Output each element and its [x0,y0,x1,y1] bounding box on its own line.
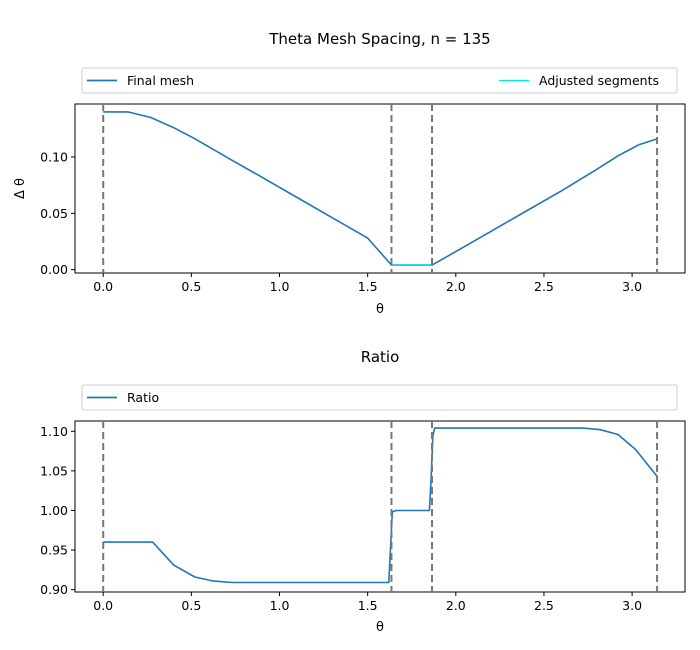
subplot-1: Theta Mesh Spacing, n = 135 Final mesh Adj… [13,30,686,317]
x-tick-label: 3.0 [622,598,642,613]
x-tick-label: 0.5 [181,279,201,294]
plot-area [103,111,658,266]
chart-title: Theta Mesh Spacing, n = 135 [268,30,490,48]
x-tick-label: 1.5 [358,598,378,613]
legend: Final mesh Adjusted segments [81,67,678,94]
x-axis-label: θ [376,302,384,317]
legend-frame [81,384,678,411]
legend-label-1: Final mesh [127,73,194,88]
series-line-1 [103,111,658,266]
x-tick-label: 1.0 [270,598,290,613]
legend-frame [81,67,678,94]
x-tick-label: 1.0 [270,279,290,294]
y-tick-label: 0.95 [40,543,68,558]
series-line-1 [103,427,658,584]
legend: Ratio [81,384,678,411]
axes-frame [74,420,686,593]
y-tick-label: 1.05 [40,463,68,478]
y-axis-label: Δ θ [13,178,28,199]
axes-frame [74,103,686,274]
chart-title: Ratio [361,348,400,366]
y-tick-label: 0.90 [40,582,68,597]
x-tick-label: 2.5 [534,598,554,613]
y-tick-label: 0.10 [40,149,68,164]
x-tick-label: 1.5 [358,279,378,294]
y-tick-label: 0.05 [40,206,68,221]
y-tick-label: 1.10 [40,424,68,439]
x-tick-label: 0.5 [181,598,201,613]
legend-label-2: Adjusted segments [539,73,659,88]
x-tick-label: 0.0 [93,279,113,294]
x-tick-label: 2.0 [446,279,466,294]
x-tick-label: 0.0 [93,598,113,613]
legend-label-1: Ratio [127,390,159,405]
y-tick-label: 1.00 [40,503,68,518]
plot-area [103,427,658,584]
y-tick-label: 0.00 [40,262,68,277]
subplot-2: Ratio Ratio 0.0 0.5 1.0 1.5 2.0 2.5 3.0 0.90 0.95 1… [40,348,686,635]
x-tick-label: 2.5 [534,279,554,294]
x-tick-label: 2.0 [446,598,466,613]
x-axis-label: θ [376,620,384,635]
x-tick-label: 3.0 [622,279,642,294]
